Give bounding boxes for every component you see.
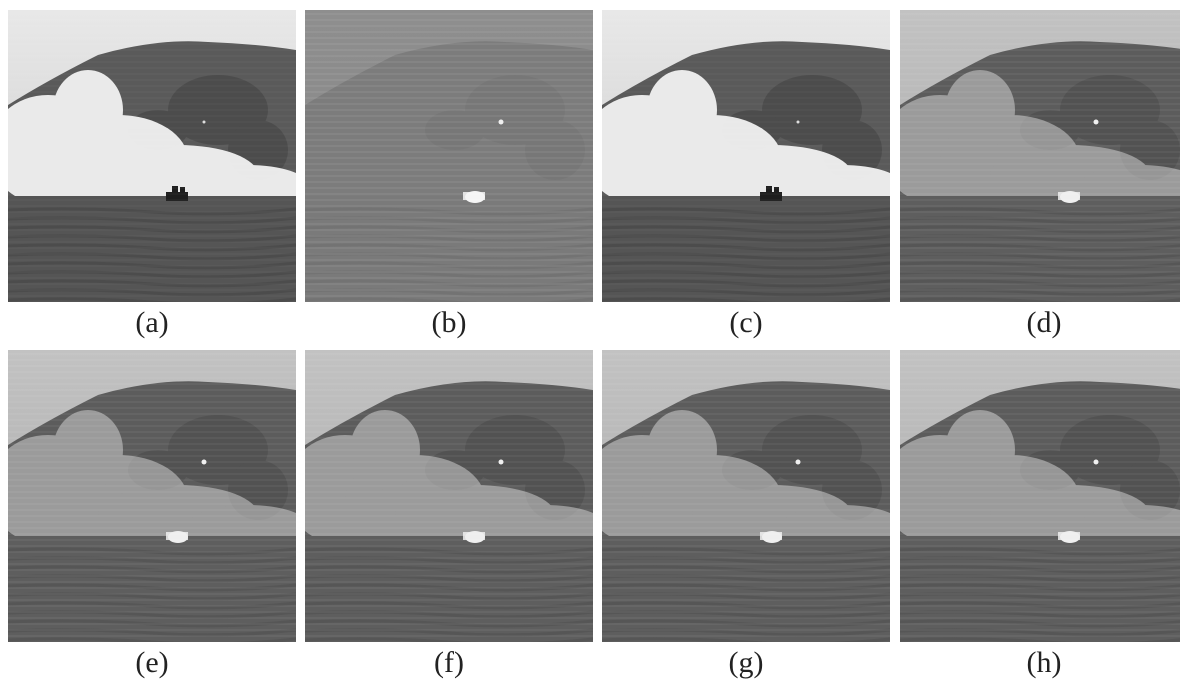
image-panel-c: [602, 10, 890, 302]
image-panel-g: [602, 350, 890, 642]
panel-label-a: (a): [135, 306, 169, 339]
image-panel-e: [8, 350, 296, 642]
panel-label-h: (h): [1026, 646, 1062, 679]
image-panel-d: [900, 10, 1180, 302]
image-panel-a: [8, 10, 296, 302]
panel-label-c: (c): [729, 306, 763, 339]
panel-label-g: (g): [728, 646, 764, 679]
panel-label-e: (e): [135, 646, 169, 679]
panel-label-f: (f): [434, 646, 464, 679]
image-panel-h: [900, 350, 1180, 642]
image-panel-b: [305, 10, 593, 302]
panel-label-b: (b): [431, 306, 467, 339]
image-panel-f: [305, 350, 593, 642]
panel-label-d: (d): [1026, 306, 1062, 339]
